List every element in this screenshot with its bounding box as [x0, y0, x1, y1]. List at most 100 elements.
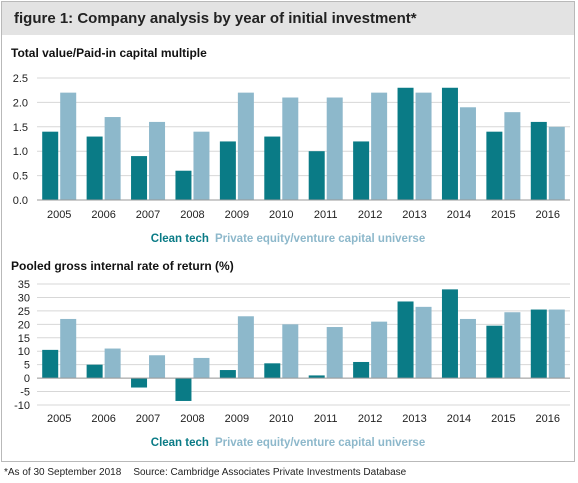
- bar-pe-vc: [459, 318, 476, 379]
- legend: Clean tech Private equity/venture capital…: [151, 437, 425, 449]
- bar-clean-tech: [486, 325, 503, 379]
- x-tick-label: 2014: [447, 413, 471, 425]
- bar-pe-vc: [371, 321, 388, 379]
- bar-pe-vc: [149, 355, 166, 379]
- x-tick-label: 2006: [91, 209, 115, 221]
- y-tick-label: 15: [18, 333, 30, 345]
- bar-clean-tech: [131, 156, 148, 200]
- bar-clean-tech: [397, 301, 414, 379]
- legend-clean-tech: Clean tech: [151, 437, 209, 449]
- figure-title: figure 1: Company analysis by year of in…: [14, 10, 417, 27]
- bar-pe-vc: [282, 324, 299, 379]
- bar-clean-tech: [219, 141, 236, 200]
- bar-pe-vc: [326, 97, 343, 200]
- bar-pe-vc: [60, 318, 77, 379]
- bar-pe-vc: [326, 327, 343, 379]
- bar-clean-tech: [42, 131, 59, 200]
- footnote: *As of 30 September 2018 Source: Cambridg…: [4, 467, 406, 478]
- x-tick-label: 2015: [491, 413, 515, 425]
- y-tick-label: 0: [24, 373, 30, 385]
- bar-clean-tech: [264, 136, 281, 200]
- y-tick-label: 0.0: [13, 195, 28, 207]
- bar-clean-tech: [308, 375, 325, 379]
- y-tick-label: 1.5: [13, 122, 28, 134]
- y-tick-label: 25: [18, 306, 30, 318]
- bar-clean-tech: [86, 364, 103, 379]
- x-tick-label: 2015: [491, 209, 515, 221]
- x-tick-label: 2008: [180, 209, 204, 221]
- bar-clean-tech: [397, 87, 414, 200]
- x-tick-label: 2008: [180, 413, 204, 425]
- bar-pe-vc: [193, 357, 210, 379]
- y-tick-label: -5: [20, 387, 30, 399]
- legend-clean-tech: Clean tech: [151, 233, 209, 245]
- x-tick-label: 2013: [402, 413, 426, 425]
- bar-pe-vc: [459, 107, 476, 200]
- bar-clean-tech: [264, 363, 281, 379]
- bar-pe-vc: [193, 131, 210, 200]
- bar-clean-tech: [175, 170, 192, 200]
- x-tick-label: 2011: [314, 413, 338, 425]
- footnote-source: Source: Cambridge Associates Private Inv…: [133, 467, 407, 478]
- bar-clean-tech: [486, 131, 503, 200]
- x-tick-label: 2012: [358, 209, 382, 221]
- bar-pe-vc: [237, 92, 254, 200]
- y-tick-label: 35: [18, 279, 30, 291]
- bar-pe-vc: [282, 97, 299, 200]
- x-tick-label: 2010: [269, 209, 293, 221]
- y-tick-label: 10: [18, 346, 30, 358]
- x-tick-label: 2009: [225, 413, 249, 425]
- y-tick-label: 5: [24, 360, 30, 372]
- x-tick-label: 2006: [91, 413, 115, 425]
- bar-pe-vc: [104, 117, 121, 200]
- chart-2-title: Pooled gross internal rate of return (%): [11, 259, 234, 273]
- x-tick-label: 2014: [447, 209, 471, 221]
- x-tick-label: 2010: [269, 413, 293, 425]
- bar-pe-vc: [60, 92, 77, 200]
- bar-pe-vc: [415, 92, 432, 200]
- legend-pe-vc: Private equity/venture capital universe: [215, 437, 425, 449]
- chart-1-title: Total value/Paid-in capital multiple: [11, 46, 207, 60]
- y-tick-label: 1.0: [13, 146, 28, 158]
- bar-clean-tech: [441, 87, 458, 200]
- figure-frame: figure 1: Company analysis by year of in…: [1, 1, 575, 462]
- footnote-asterisk: *As of 30 September 2018: [4, 467, 122, 478]
- bar-pe-vc: [149, 121, 166, 200]
- y-tick-label: 2.5: [13, 73, 28, 85]
- bar-clean-tech: [175, 378, 192, 401]
- bar-pe-vc: [548, 309, 565, 379]
- bar-clean-tech: [353, 141, 370, 200]
- x-tick-label: 2016: [536, 413, 560, 425]
- x-tick-label: 2012: [358, 413, 382, 425]
- bar-pe-vc: [548, 126, 565, 200]
- bar-clean-tech: [219, 370, 236, 379]
- y-tick-label: 2.0: [13, 97, 28, 109]
- x-tick-label: 2009: [225, 209, 249, 221]
- x-tick-label: 2011: [314, 209, 338, 221]
- x-tick-label: 2013: [402, 209, 426, 221]
- bar-pe-vc: [504, 312, 521, 379]
- y-tick-label: 30: [18, 292, 30, 304]
- x-tick-label: 2007: [136, 209, 160, 221]
- bar-pe-vc: [415, 306, 432, 379]
- x-tick-label: 2007: [136, 413, 160, 425]
- bar-pe-vc: [371, 92, 388, 200]
- x-tick-label: 2005: [47, 209, 71, 221]
- y-tick-label: 20: [18, 319, 30, 331]
- figure-header: figure 1: Company analysis by year of in…: [2, 2, 574, 35]
- bar-pe-vc: [237, 316, 254, 379]
- x-tick-label: 2016: [536, 209, 560, 221]
- bar-clean-tech: [441, 289, 458, 379]
- x-tick-label: 2005: [47, 413, 71, 425]
- legend-pe-vc: Private equity/venture capital universe: [215, 233, 425, 245]
- y-tick-label: 0.5: [13, 171, 28, 183]
- bar-clean-tech: [131, 378, 148, 388]
- bar-clean-tech: [308, 151, 325, 200]
- bar-clean-tech: [530, 121, 547, 200]
- y-tick-label: -10: [14, 400, 30, 412]
- chart-1-tvpi: 0.0 0.5 1.0 1.5 2.0 2.5 2005 2006 2007 2008 2009 20…: [13, 73, 570, 245]
- bar-pe-vc: [504, 112, 521, 200]
- bar-clean-tech: [42, 349, 59, 379]
- bar-clean-tech: [353, 361, 370, 379]
